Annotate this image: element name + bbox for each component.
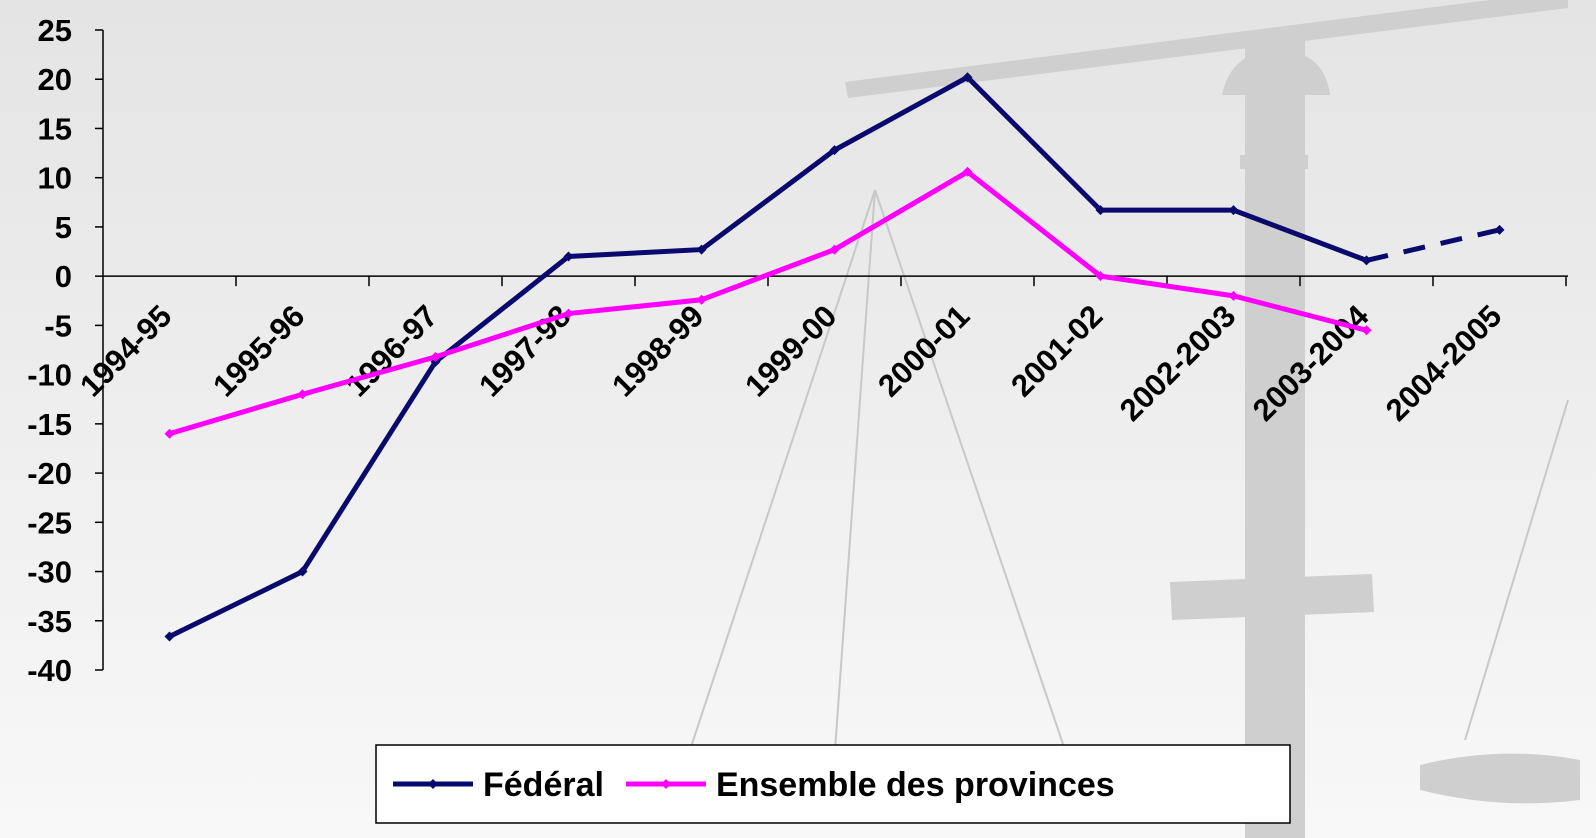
data-point [1361, 325, 1372, 336]
y-tick-label: 0 [55, 259, 72, 294]
y-tick-label: -30 [27, 555, 72, 590]
y-tick-label: -15 [27, 407, 72, 442]
legend: Fédéral Ensemble des provinces [375, 744, 1291, 824]
y-tick-label: -35 [27, 604, 72, 639]
y-tick-label: 10 [38, 161, 72, 196]
y-tick-label: 15 [38, 111, 72, 146]
data-point [1095, 205, 1106, 216]
data-point [1228, 290, 1239, 301]
y-tick-label: -25 [27, 505, 72, 540]
y-tick-label: -20 [27, 456, 72, 491]
data-point [829, 145, 840, 156]
legend-box [375, 744, 1291, 824]
y-tick-label: 20 [38, 62, 72, 97]
decoration-scale [689, 0, 1580, 838]
data-point [164, 428, 175, 439]
data-point [164, 631, 175, 642]
data-point [1228, 205, 1239, 216]
data-point [430, 351, 441, 362]
legend-marker [428, 779, 438, 789]
data-point [1361, 255, 1372, 266]
data-point [696, 294, 707, 305]
data-point [563, 251, 574, 262]
data-point [297, 389, 308, 400]
series-line [168, 74, 1368, 639]
legend-marker [660, 779, 671, 789]
y-tick-label: -40 [27, 653, 72, 688]
y-tick-label: 5 [55, 210, 72, 245]
series-line [168, 168, 1368, 437]
data-point [297, 566, 308, 577]
data-point [1494, 224, 1505, 235]
legend-label: Fédéral [483, 766, 604, 804]
y-tick-label: 25 [38, 13, 72, 48]
legend-label: Ensemble des provinces [716, 766, 1115, 804]
data-point [1095, 271, 1106, 282]
data-point [829, 244, 840, 255]
data-point [962, 72, 973, 83]
y-tick-label: -10 [27, 358, 72, 393]
data-point [563, 308, 574, 319]
data-point [696, 244, 707, 255]
data-point [962, 166, 973, 177]
y-tick-label: -5 [44, 308, 72, 343]
